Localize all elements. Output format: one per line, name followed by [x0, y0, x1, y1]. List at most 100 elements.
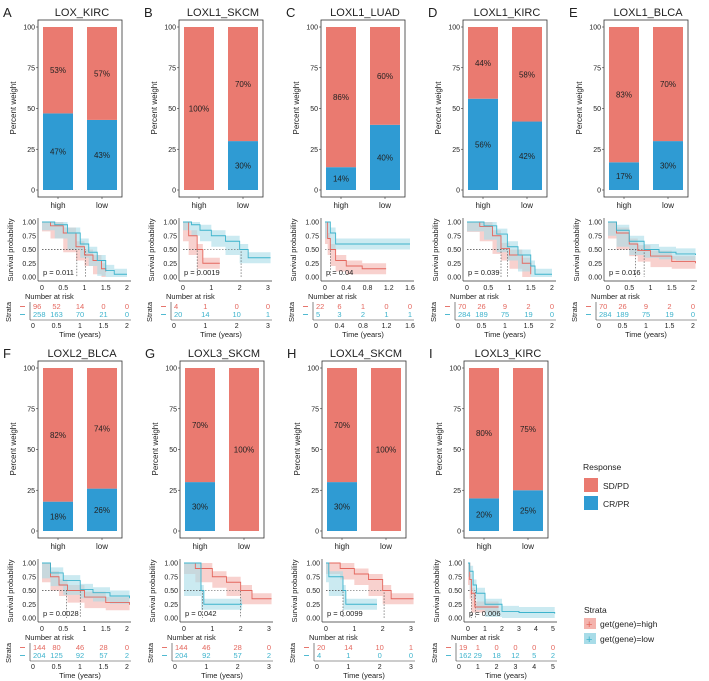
km-p-value: p = 0.0099	[327, 609, 363, 618]
km-ytick-label: 0.25	[22, 602, 36, 609]
risk-table-title: Number at risk	[309, 633, 358, 642]
risk-xtick-label: 4	[532, 664, 536, 671]
bar-ytick-label: 25	[452, 147, 460, 154]
km-xtick-label: 1.5	[526, 285, 536, 292]
km-ci-band-high	[184, 563, 272, 605]
risk-table-ylabel: Strata	[145, 301, 154, 322]
bar-ytick-label: 75	[27, 65, 35, 72]
bar-ytick-label: 25	[27, 488, 35, 495]
km-xtick-label: 0	[181, 285, 185, 292]
km-ci-band-low	[325, 222, 410, 250]
risk-count-high: 0	[513, 643, 517, 652]
bar-high-cr-pr-label: 14%	[333, 175, 349, 184]
bar-high-sd-pd	[468, 27, 498, 99]
bar-low-sd-pd	[512, 27, 542, 122]
bar-ytick-label: 100	[307, 366, 319, 373]
bar-ytick-label: 25	[169, 488, 177, 495]
km-ytick-label: 1.00	[448, 561, 462, 568]
risk-xtick-label: 0.5	[477, 323, 487, 330]
km-curve-low	[183, 221, 271, 259]
bar-category-label: low	[96, 201, 108, 210]
km-ytick-label: 0.00	[22, 275, 36, 282]
km-xtick-label: 1	[209, 285, 213, 292]
bar-low-cr-pr-label: 25%	[520, 507, 536, 516]
risk-xtick-label: 1	[204, 664, 208, 671]
bar-low-sd-pd	[87, 368, 117, 489]
km-xtick-label: 0	[465, 285, 469, 292]
risk-xtick-label: 2	[550, 323, 554, 330]
bar-ytick-label: 100	[448, 25, 460, 32]
km-median-line	[42, 590, 81, 618]
bar-high-sd-pd-label: 83%	[616, 91, 632, 100]
risk-count-low: 4	[317, 651, 321, 660]
bar-category-label: low	[521, 201, 533, 210]
bar-ytick-label: 0	[31, 529, 35, 536]
bar-category-label: low	[662, 201, 674, 210]
risk-xtick-label: 2	[378, 664, 382, 671]
bar-ylabel: Percent weight	[150, 81, 159, 135]
risk-xtick-label: 2	[125, 323, 129, 330]
risk-count-low: 204	[33, 651, 46, 660]
bar-high-sd-pd	[326, 27, 356, 168]
bar-low-cr-pr-label: 40%	[377, 153, 393, 162]
legend-swatch-high	[584, 618, 596, 629]
km-ytick-label: 0.75	[22, 574, 36, 581]
km-ci-band-low	[183, 222, 271, 264]
bar-ytick-label: 0	[456, 188, 460, 195]
km-ytick-label: 0.50	[447, 247, 461, 254]
bar-low-sd-pd-label: 100%	[234, 446, 254, 455]
km-ytick-label: 0.75	[305, 233, 319, 240]
bar-category-label: high	[191, 201, 206, 210]
km-ytick-label: 1.00	[163, 220, 177, 227]
km-ylabel: Survival probability	[290, 559, 299, 622]
km-ci-band-low	[42, 563, 130, 604]
km-xtick-label: 1.2	[384, 285, 394, 292]
risk-xtick-label: 2	[691, 323, 695, 330]
risk-xlabel: Time (years)	[484, 330, 526, 339]
bar-low-cr-pr-label: 42%	[519, 152, 535, 161]
risk-xlabel: Time (years)	[343, 671, 385, 680]
bar-high-cr-pr	[43, 113, 73, 190]
risk-count-high: 28	[233, 643, 241, 652]
km-curve-low	[325, 221, 410, 245]
km-curve-high	[183, 221, 220, 264]
km-ytick-label: 0.25	[588, 261, 602, 268]
km-ytick-label: 0.25	[306, 602, 320, 609]
bar-category-label: high	[50, 201, 65, 210]
risk-count-high: 26	[618, 302, 626, 311]
risk-xtick-label: 0.8	[358, 323, 368, 330]
bar-category-label: high	[476, 542, 491, 551]
bar-low-cr-pr	[87, 119, 117, 190]
risk-table-ylabel: Strata	[4, 642, 13, 663]
risk-xtick-label: 1.5	[99, 664, 109, 671]
bar-category-label: low	[380, 542, 392, 551]
risk-count-low: 189	[475, 310, 488, 319]
km-xtick-label: 0.5	[58, 285, 68, 292]
km-curve-high	[184, 562, 272, 600]
bar-high-cr-pr	[469, 498, 499, 531]
bar-ylabel: Percent weight	[293, 422, 302, 476]
response-legend-title: Response	[583, 462, 622, 472]
panel-title: LOXL1_KIRC	[474, 7, 541, 19]
risk-count-high: 46	[202, 643, 210, 652]
bar-category-label: high	[50, 542, 65, 551]
risk-count-high: 22	[316, 302, 324, 311]
risk-table-title: Number at risk	[25, 633, 74, 642]
bar-high-cr-pr	[43, 501, 73, 531]
risk-count-high: 0	[550, 302, 554, 311]
bar-low-sd-pd	[229, 368, 259, 531]
risk-count-low: 5	[532, 651, 536, 660]
risk-xlabel: Time (years)	[59, 671, 101, 680]
bar-ytick-label: 75	[27, 406, 35, 413]
risk-count-high: 0	[235, 302, 239, 311]
bar-low-sd-pd-label: 70%	[660, 80, 676, 89]
bar-ytick-label: 0	[457, 529, 461, 536]
bar-ytick-label: 50	[168, 106, 176, 113]
bar-low-cr-pr	[228, 141, 258, 190]
risk-table-title: Number at risk	[451, 633, 500, 642]
risk-xtick-label: 2	[236, 664, 240, 671]
risk-count-low: 163	[50, 310, 63, 319]
